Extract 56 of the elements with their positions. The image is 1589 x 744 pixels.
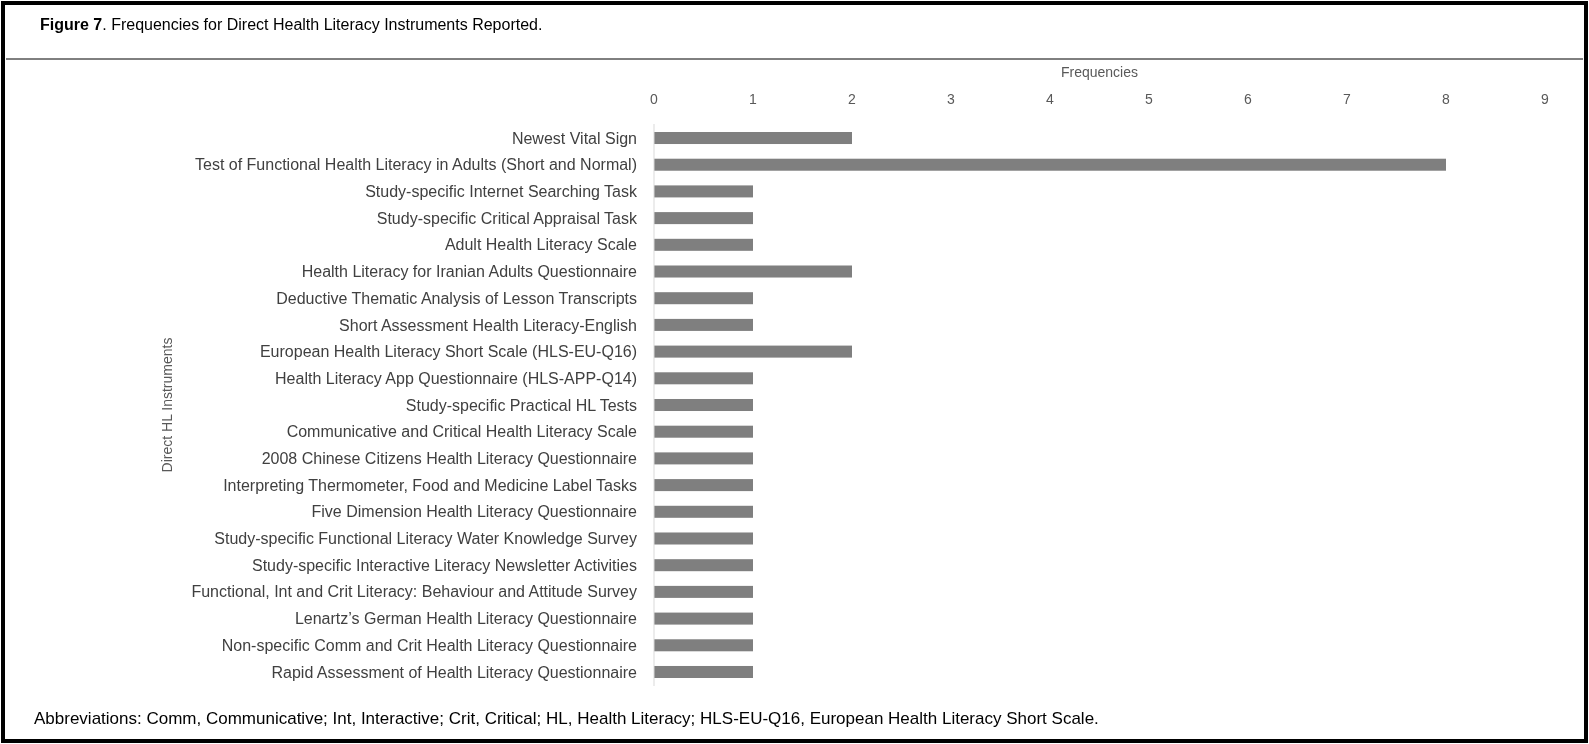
text: Abbreviations: Comm, Communicative; Int, Interactive; Crit, Critical; HL, Health Literacy; HLS-EU-Q16, European Health Literacy Short Scale. bbox=[34, 709, 1099, 728]
bar bbox=[654, 132, 852, 145]
y-tick-label: Functional, Int and Crit Literacy: Behaviour and Attitude Survey bbox=[191, 583, 637, 601]
y-tick-label: Five Dimension Health Literacy Questionnaire bbox=[311, 503, 638, 521]
y-tick-label: Study-specific Functional Literacy Water Knowledge Survey bbox=[214, 530, 637, 548]
x-tick-label: 1 bbox=[749, 91, 758, 107]
bar bbox=[654, 452, 753, 465]
y-tick-label: Health Literacy for Iranian Adults Questionnaire bbox=[301, 263, 638, 281]
bar bbox=[654, 665, 753, 678]
y-tick-label: European Health Literacy Short Scale (HLS-EU-Q16) bbox=[259, 343, 637, 361]
bar bbox=[654, 479, 753, 492]
bar bbox=[654, 585, 753, 598]
bar bbox=[654, 265, 852, 278]
bar bbox=[654, 158, 1446, 171]
bar bbox=[654, 238, 753, 251]
bar bbox=[654, 532, 753, 545]
y-tick-label: Health Literacy App Questionnaire (HLS-APP-Q14) bbox=[275, 369, 637, 387]
x-tick-label: 4 bbox=[1046, 91, 1055, 107]
y-tick-label: Short Assessment Health Literacy-English bbox=[339, 316, 637, 334]
y-tick-label: Communicative and Critical Health Literacy Scale bbox=[286, 423, 638, 441]
y-tick-label: Test of Functional Health Literacy in Adults (Short and Normal) bbox=[195, 156, 637, 174]
y-tick-label: Study-specific Critical Appraisal Task bbox=[376, 209, 638, 227]
bar bbox=[654, 345, 852, 358]
bar bbox=[654, 612, 753, 625]
x-tick-label: 5 bbox=[1145, 91, 1154, 107]
bar bbox=[654, 505, 753, 518]
bar bbox=[654, 425, 753, 438]
x-tick-label: 9 bbox=[1541, 91, 1550, 107]
y-tick-label: Study-specific Interactive Literacy Newsletter Activities bbox=[251, 556, 637, 574]
x-axis-title: Frequencies bbox=[1060, 64, 1139, 80]
y-tick-label: Interpreting Thermometer, Food and Medicine Label Tasks bbox=[223, 476, 637, 494]
y-axis-title: Direct HL Instruments bbox=[159, 337, 175, 473]
y-tick-label: Study-specific Internet Searching Task bbox=[365, 183, 638, 201]
x-tick-label: 7 bbox=[1343, 91, 1352, 107]
bar bbox=[654, 185, 753, 198]
x-tick-label: 0 bbox=[650, 91, 659, 107]
x-tick-label: 8 bbox=[1442, 91, 1451, 107]
x-tick-label: 6 bbox=[1244, 91, 1253, 107]
y-tick-label: Non-specific Comm and Crit Health Literacy Questionnaire bbox=[221, 636, 638, 654]
y-tick-label: Rapid Assessment of Health Literacy Questionnaire bbox=[271, 663, 638, 681]
bar bbox=[654, 318, 753, 331]
x-tick-label: 3 bbox=[947, 91, 956, 107]
y-tick-label: Deductive Thematic Analysis of Lesson Transcripts bbox=[276, 289, 637, 307]
bar bbox=[654, 398, 753, 412]
bar bbox=[654, 372, 753, 385]
y-tick-label: Study-specific Practical HL Tests bbox=[405, 396, 637, 414]
y-tick-label: Adult Health Literacy Scale bbox=[444, 236, 638, 254]
bar bbox=[654, 639, 753, 652]
y-tick-label: Lenartz’s German Health Literacy Questionnaire bbox=[294, 610, 638, 628]
text: Figure 7. Frequencies for Direct Health Literacy Instruments Reported. bbox=[40, 16, 543, 33]
bar bbox=[654, 292, 753, 305]
bar bbox=[654, 559, 753, 572]
bar bbox=[654, 212, 753, 225]
y-tick-label: 2008 Chinese Citizens Health Literacy Questionnaire bbox=[261, 450, 638, 467]
x-tick-label: 2 bbox=[848, 91, 857, 107]
y-tick-label: Newest Vital Sign bbox=[511, 129, 637, 147]
